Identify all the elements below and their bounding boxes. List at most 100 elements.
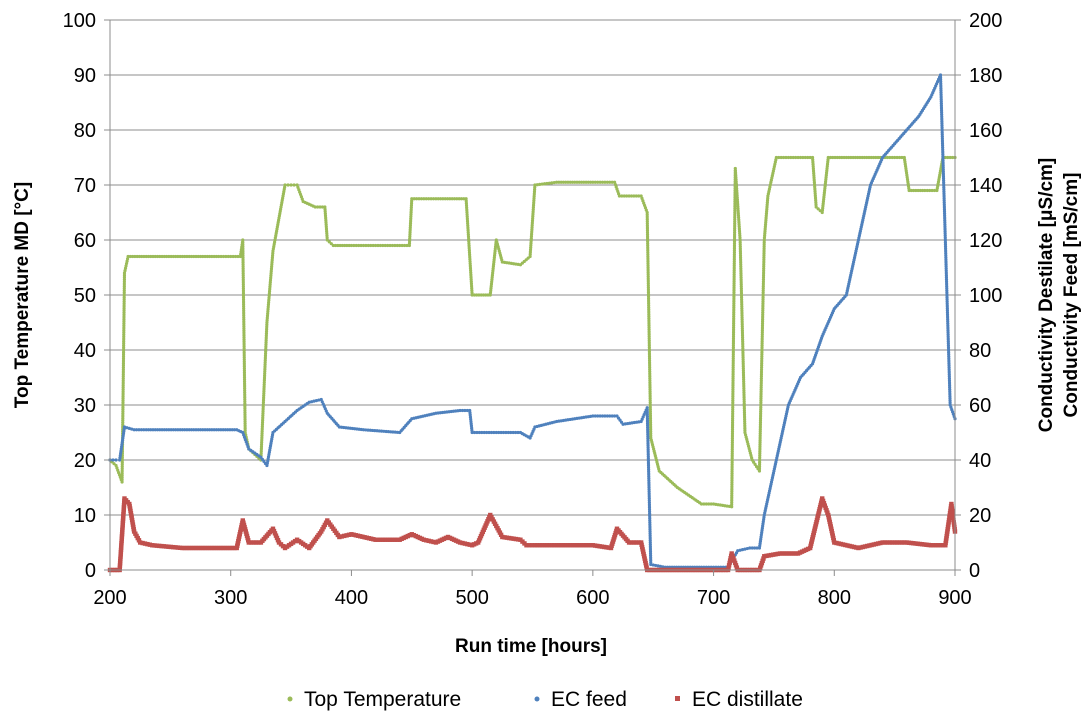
trace-dot: [209, 545, 215, 551]
trace-dot: [733, 224, 737, 228]
trace-dot: [121, 383, 125, 387]
trace-dot: [823, 505, 828, 511]
trace-dot: [645, 233, 650, 237]
data-point: [349, 243, 354, 248]
trace-dot: [732, 275, 736, 279]
trace-dot: [160, 428, 164, 432]
trace-dot: [511, 430, 515, 435]
data-point: [331, 243, 335, 248]
trace-dot: [158, 254, 162, 259]
trace-dot: [122, 306, 126, 310]
trace-dot: [122, 328, 126, 332]
trace-dot: [242, 315, 246, 320]
trace-dot: [777, 155, 781, 160]
trace-dot: [120, 518, 126, 524]
trace-dot: [381, 243, 385, 248]
trace-dot: [826, 515, 831, 520]
trace-dot: [121, 394, 125, 398]
trace-dot: [189, 254, 194, 259]
trace-dot: [899, 540, 905, 545]
trace-dot: [732, 286, 736, 290]
trace-dot: [462, 197, 466, 201]
trace-dot: [241, 260, 245, 264]
trace-dot: [827, 517, 832, 522]
trace-dot: [236, 538, 241, 544]
trace-dot: [821, 501, 827, 506]
data-point: [774, 155, 778, 160]
trace-dot: [732, 264, 736, 268]
trace-dot: [865, 155, 869, 160]
trace-dot: [198, 428, 203, 432]
trace-dot: [127, 426, 131, 430]
trace-dot: [608, 414, 612, 418]
trace-dot: [242, 320, 246, 324]
trace-dot: [388, 243, 392, 248]
trace-dot: [827, 519, 832, 525]
trace-dot: [733, 204, 737, 208]
trace-dot: [731, 348, 735, 352]
trace-dot: [952, 524, 957, 530]
trace-dot: [732, 299, 736, 303]
trace-dot: [130, 520, 135, 525]
trace-dot: [900, 155, 904, 160]
trace-dot: [514, 430, 518, 435]
trace-dot: [731, 399, 735, 403]
trace-dot: [292, 183, 296, 187]
trace-dot: [504, 430, 508, 435]
trace-dot: [730, 460, 734, 465]
trace-dot: [241, 291, 246, 295]
trace-dot: [605, 180, 609, 184]
trace-dot: [122, 293, 126, 297]
trace-dot: [129, 513, 134, 518]
trace-dot: [731, 359, 735, 363]
data-point: [907, 188, 911, 193]
trace-dot: [121, 392, 125, 396]
trace-dot: [243, 408, 247, 412]
trace-dot: [196, 428, 200, 432]
trace-dot: [570, 543, 575, 548]
trace-dot: [242, 355, 246, 359]
trace-dot: [544, 543, 550, 548]
trace-dot: [380, 537, 386, 542]
trace-dot: [622, 194, 626, 198]
trace-dot: [312, 399, 316, 403]
trace-dot: [648, 405, 652, 409]
trace-dot: [731, 403, 735, 407]
y-right-tick-label: 80: [969, 340, 991, 362]
trace-dot: [243, 386, 247, 390]
trace-dot: [892, 540, 897, 545]
trace-dot: [131, 527, 136, 532]
trace-dot: [202, 545, 208, 551]
trace-dot: [459, 197, 464, 201]
trace-dot: [552, 180, 556, 185]
trace-dot: [249, 540, 254, 545]
trace-dot: [402, 243, 407, 248]
trace-dot: [122, 315, 126, 319]
trace-dot: [647, 361, 652, 365]
trace-dot: [902, 540, 907, 545]
trace-dot: [732, 281, 736, 286]
data-point: [217, 254, 221, 259]
trace-dot: [465, 408, 469, 413]
trace-dot: [909, 188, 913, 193]
data-point: [313, 205, 317, 209]
trace-dot: [241, 276, 245, 280]
trace-dot: [920, 188, 925, 193]
trace-dot: [782, 551, 787, 556]
trace-dot: [424, 197, 428, 201]
trace-dot: [648, 420, 653, 425]
trace-dot: [731, 401, 735, 405]
trace-dot: [820, 498, 826, 504]
trace-dot: [121, 507, 126, 512]
trace-dot: [170, 544, 176, 550]
trace-dot: [212, 254, 216, 259]
trace-dot: [147, 542, 153, 547]
trace-dot: [731, 345, 735, 350]
trace-dot: [648, 401, 652, 405]
trace-dot: [558, 543, 564, 548]
trace-dot: [645, 224, 649, 228]
trace-dot: [547, 543, 552, 548]
trace-dot: [914, 188, 918, 193]
trace-dot: [733, 208, 737, 213]
trace-dot: [538, 182, 542, 186]
